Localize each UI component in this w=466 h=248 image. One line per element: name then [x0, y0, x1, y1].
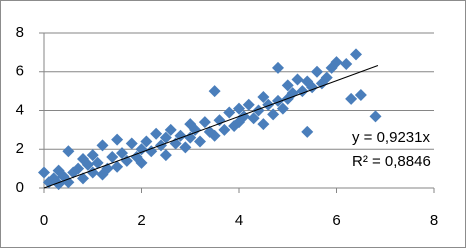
point [81, 158, 94, 171]
point [267, 108, 280, 121]
point [354, 89, 367, 101]
y-tick-label: 8 [16, 24, 24, 41]
point [62, 145, 75, 158]
point [125, 137, 138, 150]
point [159, 149, 172, 162]
point [145, 145, 158, 158]
point [340, 58, 353, 70]
point [140, 135, 153, 148]
point [272, 61, 284, 74]
point [281, 79, 294, 92]
point [272, 94, 284, 107]
point [111, 133, 124, 146]
x-tick-label: 8 [430, 212, 438, 229]
point [311, 65, 323, 78]
point [242, 98, 255, 111]
point [159, 131, 172, 144]
points [38, 48, 382, 191]
x-tick-label: 2 [137, 212, 145, 229]
point [320, 71, 333, 84]
point [116, 147, 128, 160]
point [164, 123, 177, 136]
point [247, 112, 260, 125]
point [150, 127, 163, 140]
x-tick-label: 4 [235, 212, 243, 229]
point [233, 102, 245, 115]
x-tick-label: 6 [332, 212, 340, 229]
point [135, 143, 148, 156]
point [257, 90, 270, 103]
point [111, 160, 124, 173]
point [120, 154, 133, 167]
trendline [43, 65, 379, 189]
point [291, 73, 304, 86]
point [184, 131, 197, 144]
point [135, 156, 148, 169]
x-tick-label: 0 [40, 212, 48, 229]
point [179, 141, 192, 154]
y-tick-label: 2 [16, 140, 24, 157]
point [350, 48, 362, 61]
point [106, 151, 119, 163]
point [38, 166, 50, 179]
point [208, 85, 221, 98]
point [330, 56, 343, 69]
point [213, 114, 226, 127]
trend-equation: y = 0,9231x [352, 129, 430, 146]
point [91, 156, 104, 169]
point [208, 129, 221, 142]
point [189, 123, 202, 136]
point [86, 149, 99, 162]
point [96, 139, 109, 152]
point [257, 118, 270, 131]
point [194, 135, 206, 148]
y-tick-label: 0 [16, 179, 24, 196]
point [198, 116, 211, 129]
point [252, 104, 265, 117]
trend-r2: R² = 0,8846 [352, 153, 431, 170]
point [369, 110, 382, 123]
point [262, 98, 275, 111]
point [218, 123, 231, 136]
point [276, 102, 289, 115]
y-tick-label: 4 [16, 101, 24, 118]
point [62, 176, 75, 189]
point [301, 125, 314, 138]
point [345, 92, 358, 105]
y-tick-label: 6 [16, 63, 24, 80]
point [223, 106, 236, 119]
point [72, 162, 85, 175]
